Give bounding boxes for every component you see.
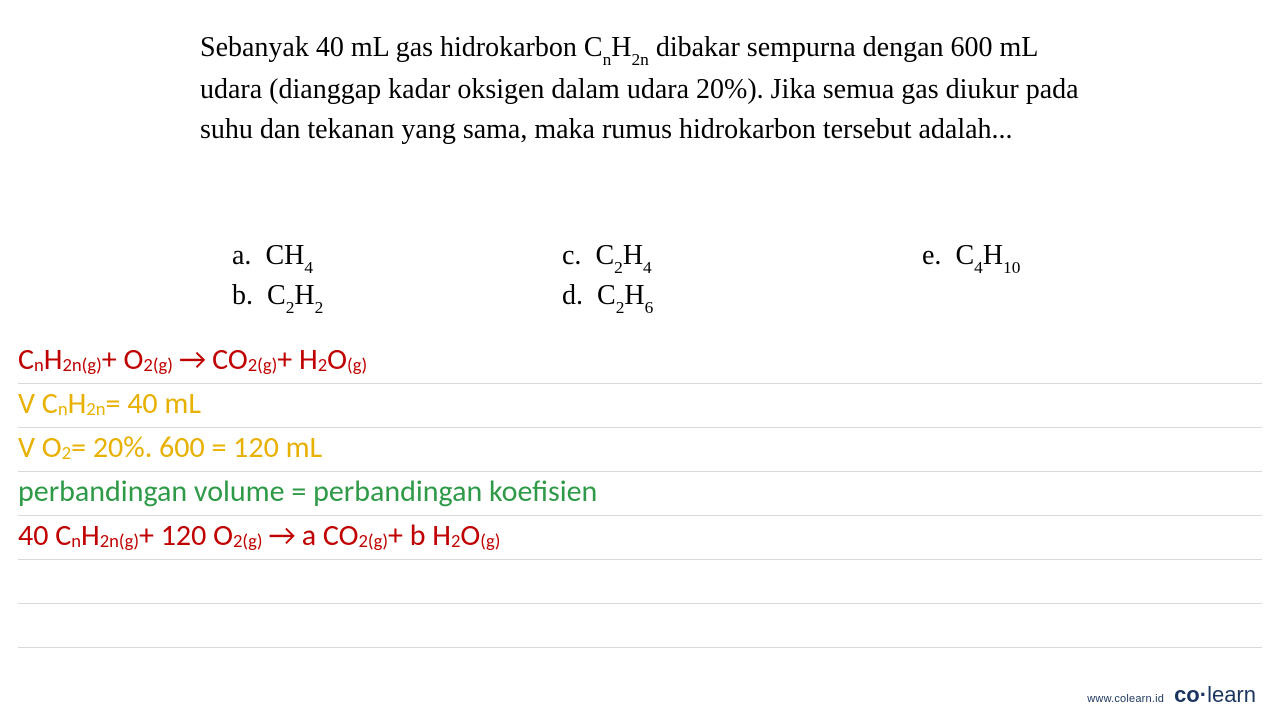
- worked-solution: CnH2n(g) + O2(g) → CO2(g) + H2O(g)V CnH2…: [18, 340, 1262, 648]
- work-line: V CnH2n = 40 mL: [18, 384, 1262, 428]
- footer: www.colearn.id co·learn: [1087, 682, 1256, 708]
- option-formula: C4H10: [955, 240, 1020, 276]
- option-letter: b.: [232, 280, 253, 312]
- question-text: Sebanyak 40 mL gas hidrokarbon CnH2n dib…: [200, 28, 1080, 150]
- option-letter: e.: [922, 240, 941, 272]
- option-item: d. C2H6: [562, 280, 653, 316]
- work-line: 40 CnH2n(g) + 120 O2(g) → a CO2(g) + b H…: [18, 516, 1262, 560]
- option-item: c. C2H4: [562, 240, 652, 276]
- work-line: CnH2n(g) + O2(g) → CO2(g) + H2O(g): [18, 340, 1262, 384]
- option-letter: a.: [232, 240, 251, 272]
- option-formula: C2H2: [267, 280, 323, 316]
- footer-logo: co·learn: [1174, 682, 1256, 708]
- option-formula: CH4: [265, 240, 313, 276]
- option-item: b. C2H2: [232, 280, 323, 316]
- option-item: e. C4H10: [922, 240, 1020, 276]
- work-line: V O2 = 20%. 600 = 120 mL: [18, 428, 1262, 472]
- option-letter: c.: [562, 240, 581, 272]
- option-formula: C2H4: [595, 240, 651, 276]
- work-line: [18, 604, 1262, 648]
- work-line: [18, 560, 1262, 604]
- option-item: a. CH4: [232, 240, 313, 276]
- work-line: perbandingan volume = perbandingan koefi…: [18, 472, 1262, 516]
- option-letter: d.: [562, 280, 583, 312]
- footer-url: www.colearn.id: [1087, 693, 1164, 705]
- option-formula: C2H6: [597, 280, 653, 316]
